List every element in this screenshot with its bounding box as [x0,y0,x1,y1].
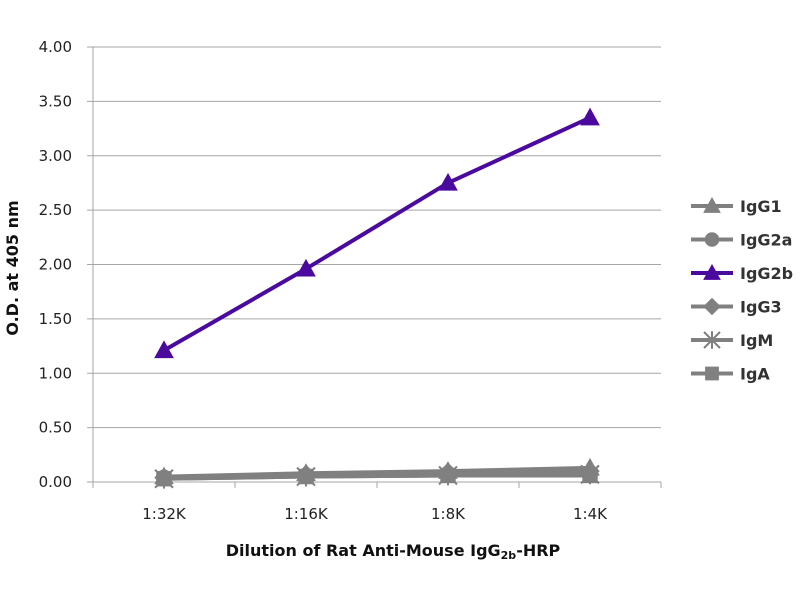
y-tick-label: 1.00 [39,364,72,382]
data-point-igg2b [580,107,600,126]
legend-marker-iga [705,366,719,381]
data-point-iga [440,467,456,484]
data-point-igg2b [438,172,458,191]
x-tick-labels: 1:32K 1:16K 1:8K 1:4K [92,482,662,523]
gridlines [87,46,661,483]
data-point-iga [298,468,314,485]
y-tick-labels: 0.00 0.50 1.00 1.50 2.00 2.50 3.00 3.50 4.00 [39,38,72,491]
y-tick-label: 2.50 [39,201,72,219]
series-group [154,107,600,489]
legend-item-igg3: IgG3 [691,298,782,317]
x-tick-label: 1:32K [142,505,187,523]
x-axis-title: Dilution of Rat Anti-Mouse IgG2b-HRP [226,541,561,562]
legend-marker-igg2a [704,232,720,247]
y-tick-label: 0.00 [39,473,72,491]
y-tick-label: 4.00 [39,38,72,56]
legend-item-iga: IgA [691,365,770,384]
y-tick-label: 0.50 [39,419,72,437]
x-tick-label: 1:16K [284,505,329,523]
series-line-iga [163,473,590,481]
x-axis-title-main: Dilution of Rat Anti-Mouse IgG [226,541,501,560]
legend-label: IgM [740,331,773,350]
legend-label: IgG3 [740,298,782,317]
series-igg2b [154,107,600,359]
data-point-igg2b [296,258,316,277]
y-tick-label: 2.00 [39,256,72,274]
series-iga [156,467,598,487]
x-tick-label: 1:4K [573,505,608,523]
legend-label: IgG2b [740,264,793,283]
legend-label: IgG2a [740,231,792,250]
x-axis-title-subscript: 2b [501,549,517,562]
data-point-iga [582,467,598,484]
y-axis-title: O.D. at 405 nm [3,200,22,335]
legend-item-igg2a: IgG2a [691,231,792,250]
legend-item-igg2b: IgG2b [691,263,793,283]
legend-label: IgA [740,365,770,384]
legend-label: IgG1 [740,197,782,216]
legend-marker-igg2b [703,263,721,280]
legend-item-igg1: IgG1 [691,196,782,216]
x-axis-title-suffix: -HRP [516,541,560,560]
legend: IgG1 IgG2a IgG2b IgG3 IgM IgA [691,196,793,384]
y-tick-label: 3.00 [39,147,72,165]
legend-item-igm: IgM [691,331,773,350]
legend-marker-igm [703,331,721,349]
data-point-igg2b [154,340,174,359]
legend-marker-igg3 [703,297,721,316]
y-tick-label: 3.50 [39,92,72,110]
data-point-iga [156,471,172,487]
legend-marker-igg1 [703,196,721,213]
x-tick-label: 1:8K [431,505,466,523]
y-tick-label: 1.50 [39,310,72,328]
series-line-igg2b [163,115,591,353]
